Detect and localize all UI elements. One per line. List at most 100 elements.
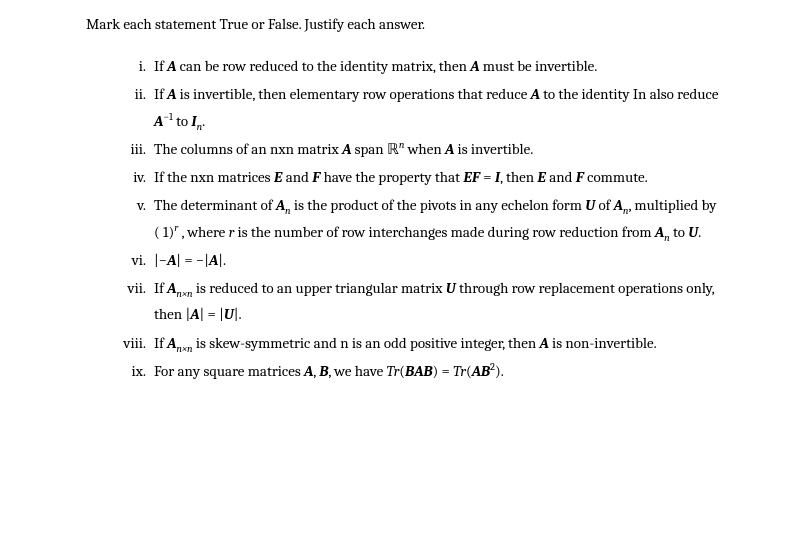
question-item: ii. If A is invertible, then elementary r… (116, 81, 722, 134)
question-item: iii. The columns of an nxn matrix A span … (116, 136, 722, 162)
question-item: ix. For any square matrices A, B, we have… (116, 358, 722, 384)
text-segment: commute. (584, 168, 648, 186)
text-segment: A (209, 251, 218, 269)
text-segment: ) = (433, 362, 454, 380)
item-body: For any square matrices A, B, we have Tr… (154, 362, 504, 380)
item-marker: iv. (116, 164, 146, 190)
item-marker: vi. (116, 247, 146, 273)
text-segment: For any square matrices (154, 362, 304, 380)
item-body: If A can be row reduced to the identity … (154, 57, 597, 75)
item-body: |−A| = −|A|. (154, 251, 226, 269)
text-segment: A (470, 57, 479, 75)
text-segment: is the number of row interchanges made d… (234, 223, 655, 241)
text-segment: and (546, 168, 576, 186)
text-segment: A (167, 279, 176, 297)
text-segment: to the identity In also reduce (540, 85, 719, 103)
intro-text: Mark each statement True or False. Justi… (86, 14, 722, 35)
text-segment: , then (500, 168, 537, 186)
text-segment: is non-invertible. (549, 334, 657, 352)
item-marker: i. (116, 53, 146, 79)
text-segment: = (480, 168, 495, 186)
text-segment: have the property that (320, 168, 463, 186)
text-segment: A (276, 196, 285, 214)
text-segment: If (154, 85, 167, 103)
text-segment: B (319, 362, 328, 380)
text-segment: U (446, 279, 456, 297)
text-segment: A (342, 140, 351, 158)
question-item: vii. If An×n is reduced to an upper trian… (116, 275, 722, 328)
text-segment: F (576, 168, 584, 186)
text-segment: is skew-symmetric and n is an odd positi… (193, 334, 540, 352)
question-item: v. The determinant of An is the product o… (116, 192, 722, 245)
text-segment: is invertible. (454, 140, 533, 158)
item-marker: v. (116, 192, 146, 218)
text-segment: and (282, 168, 312, 186)
text-segment: A (304, 362, 313, 380)
text-segment: U (224, 305, 234, 323)
text-segment: . (202, 112, 205, 130)
text-segment: BAB (405, 362, 433, 380)
text-segment: | = | (199, 305, 223, 323)
question-item: vi.|−A| = −|A|. (116, 247, 722, 273)
text-segment: , where (178, 223, 228, 241)
text-segment: If (154, 334, 167, 352)
text-segment: If the nxn matrices (154, 168, 274, 186)
text-segment: A (167, 85, 176, 103)
text-segment: A (655, 223, 664, 241)
text-segment: can be row reduced to the identity matri… (176, 57, 470, 75)
text-segment: , we have (328, 362, 386, 380)
text-segment: ℝ (387, 140, 399, 158)
question-item: viii. If An×n is skew-symmetric and n is … (116, 330, 722, 356)
text-segment: when (404, 140, 445, 158)
text-segment: ). (495, 362, 504, 380)
item-body: If An×n is skew-symmetric and n is an od… (154, 334, 657, 352)
text-segment: n×n (176, 288, 192, 300)
question-item: i. If A can be row reduced to the identit… (116, 53, 722, 79)
text-segment: A (540, 334, 549, 352)
text-segment: Tr (453, 362, 466, 380)
text-segment: |− (154, 251, 167, 269)
text-segment: If (154, 57, 167, 75)
text-segment: n×n (176, 343, 192, 355)
text-segment: of (595, 196, 614, 214)
item-body: If An×n is reduced to an upper triangula… (154, 279, 714, 323)
text-segment: −1 (163, 111, 173, 123)
item-body: If A is invertible, then elementary row … (154, 85, 718, 129)
item-marker: iii. (116, 136, 146, 162)
text-segment: EF (463, 168, 480, 186)
text-segment: A (154, 112, 163, 130)
item-marker: viii. (116, 330, 146, 356)
text-segment: A (167, 57, 176, 75)
text-segment: The determinant of (154, 196, 276, 214)
text-segment: to (670, 223, 689, 241)
text-segment: is the product of the pivots in any eche… (291, 196, 586, 214)
text-segment: Tr (386, 362, 399, 380)
text-segment: The columns of an nxn matrix (154, 140, 342, 158)
text-segment: span (351, 140, 387, 158)
question-item: iv. If the nxn matrices E and F have the … (116, 164, 722, 190)
text-segment: | = −| (176, 251, 209, 269)
question-list: i. If A can be row reduced to the identit… (116, 53, 722, 384)
text-segment: A (614, 196, 623, 214)
text-segment: AB (472, 362, 490, 380)
text-segment: A (167, 334, 176, 352)
text-segment: If (154, 279, 167, 297)
document-page: Mark each statement True or False. Justi… (0, 0, 788, 396)
text-segment: E (537, 168, 546, 186)
item-marker: ix. (116, 358, 146, 384)
text-segment: |. (234, 305, 242, 323)
text-segment: |. (218, 251, 226, 269)
text-segment: . (698, 223, 701, 241)
text-segment: must be invertible. (480, 57, 598, 75)
item-body: The determinant of An is the product of … (154, 196, 716, 240)
text-segment: A (167, 251, 176, 269)
text-segment: is reduced to an upper triangular matrix (193, 279, 446, 297)
text-segment: U (688, 223, 698, 241)
item-marker: ii. (116, 81, 146, 107)
item-marker: vii. (116, 275, 146, 301)
item-body: If the nxn matrices E and F have the pro… (154, 168, 648, 186)
text-segment: to (173, 112, 192, 130)
text-segment: U (585, 196, 595, 214)
item-body: The columns of an nxn matrix A span ℝn w… (154, 140, 533, 158)
text-segment: A (531, 85, 540, 103)
